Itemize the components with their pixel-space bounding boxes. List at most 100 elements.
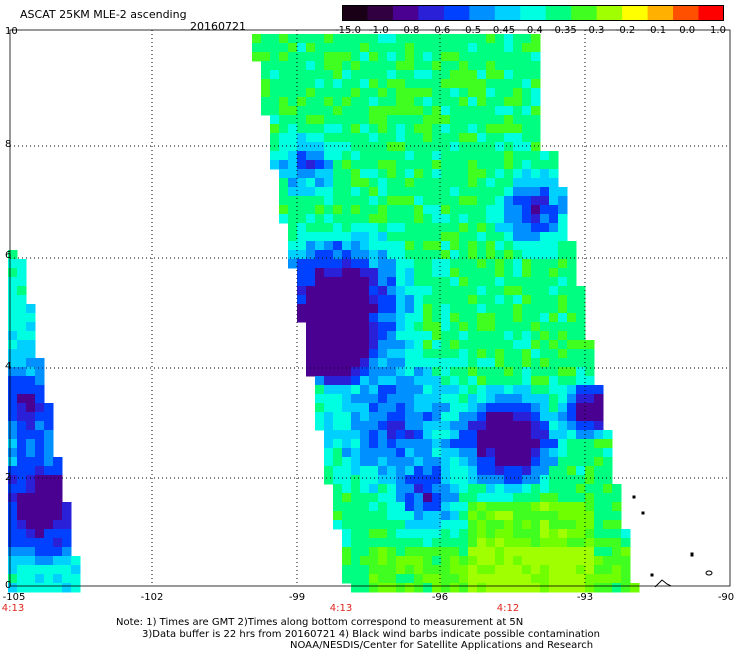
swath-cell	[432, 385, 442, 395]
swath-cell	[387, 367, 397, 377]
swath-cell	[360, 52, 370, 62]
swath-cell	[405, 475, 415, 485]
swath-cell	[477, 493, 487, 503]
swath-cell	[342, 439, 352, 449]
swath-cell	[315, 358, 325, 368]
swath-cell	[270, 34, 280, 44]
swath-cell	[35, 493, 45, 503]
swath-cell	[450, 493, 460, 503]
swath-cell	[396, 196, 406, 206]
swath-cell	[540, 511, 550, 521]
swath-cell	[477, 511, 487, 521]
swath-cell	[594, 475, 604, 485]
swath-cell	[26, 304, 36, 314]
swath-cell	[450, 97, 460, 107]
swath-cell	[306, 331, 316, 341]
swath-cell	[468, 394, 478, 404]
swath-cell	[540, 295, 550, 305]
swath-cell	[17, 367, 27, 377]
swath-cell	[558, 241, 568, 251]
swath-cell	[540, 331, 550, 341]
swath-cell	[26, 448, 36, 458]
swath-cell	[333, 412, 343, 422]
swath-cell	[513, 439, 523, 449]
swath-cell	[468, 214, 478, 224]
swath-cell	[513, 574, 523, 584]
swath-cell	[324, 133, 334, 143]
swath-cell	[495, 358, 505, 368]
swath-cell	[459, 34, 469, 44]
swath-cell	[342, 259, 352, 269]
swath-cell	[414, 439, 424, 449]
swath-cell	[342, 196, 352, 206]
swath-cell	[486, 178, 496, 188]
swath-cell	[531, 250, 541, 260]
swath-cell	[477, 466, 487, 476]
swath-cell	[450, 439, 460, 449]
swath-cell	[540, 484, 550, 494]
swath-cell	[423, 232, 433, 242]
swath-cell	[531, 430, 541, 440]
swath-cell	[432, 196, 442, 206]
swath-cell	[450, 313, 460, 323]
swath-cell	[8, 475, 18, 485]
swath-cell	[270, 70, 280, 80]
swath-cell	[423, 250, 433, 260]
swath-cell	[450, 79, 460, 89]
swath-cell	[441, 439, 451, 449]
swath-cell	[360, 322, 370, 332]
swath-cell	[486, 322, 496, 332]
swath-cell	[459, 196, 469, 206]
swath-cell	[342, 349, 352, 359]
swath-cell	[513, 538, 523, 548]
swath-cell	[477, 52, 487, 62]
swath-cell	[459, 565, 469, 575]
swath-cell	[333, 439, 343, 449]
swath-cell	[423, 196, 433, 206]
swath-cell	[432, 430, 442, 440]
swath-cell	[450, 448, 460, 458]
swath-cell	[558, 385, 568, 395]
swath-cell	[486, 169, 496, 179]
swath-cell	[486, 160, 496, 170]
swath-cell	[405, 520, 415, 530]
swath-cell	[441, 376, 451, 386]
swath-cell	[540, 430, 550, 440]
swath-cell	[333, 466, 343, 476]
swath-cell	[369, 43, 379, 53]
swath-cell	[324, 160, 334, 170]
swath-cell	[441, 88, 451, 98]
swath-cell	[35, 556, 45, 566]
swath-cell	[369, 250, 379, 260]
swath-cell	[8, 565, 18, 575]
swath-cell	[459, 214, 469, 224]
swath-cell	[17, 556, 27, 566]
swath-cell	[342, 376, 352, 386]
swath-cell	[342, 556, 352, 566]
swath-cell	[396, 124, 406, 134]
swath-cell	[459, 547, 469, 557]
swath-cell	[513, 583, 523, 593]
swath-cell	[486, 520, 496, 530]
swath-cell	[297, 295, 307, 305]
swath-cell	[504, 124, 514, 134]
swath-cell	[26, 457, 36, 467]
swath-cell	[468, 268, 478, 278]
swath-cell	[486, 295, 496, 305]
swath-cell	[405, 61, 415, 71]
swath-cell	[567, 430, 577, 440]
swath-cell	[531, 538, 541, 548]
swath-cell	[423, 133, 433, 143]
swath-cell	[342, 169, 352, 179]
swath-cell	[378, 583, 388, 593]
swath-cell	[26, 394, 36, 404]
swath-cell	[369, 160, 379, 170]
swath-cell	[504, 448, 514, 458]
swath-cell	[540, 304, 550, 314]
swath-cell	[396, 88, 406, 98]
swath-cell	[387, 583, 397, 593]
swath-cell	[396, 70, 406, 80]
swath-cell	[522, 223, 532, 233]
swath-cell	[522, 565, 532, 575]
swath-cell	[270, 97, 280, 107]
